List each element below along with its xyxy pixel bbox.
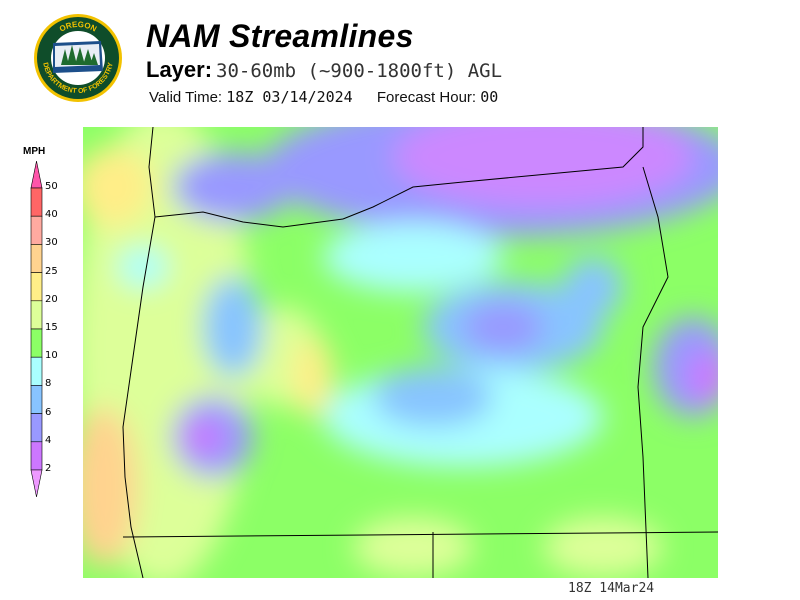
layer-label: Layer: [146,57,213,82]
svg-text:OREGON: OREGON [58,20,98,34]
layer-line: Layer: 30-60mb (~900-1800ft) AGL [146,57,502,83]
legend-swatch-below-2 [30,469,43,498]
valid-time-value: 18Z 03/14/2024 [226,88,353,106]
legend-swatch-above-50 [30,160,43,189]
legend-tick-label: 40 [45,209,58,221]
legend-swatch-4-6 [30,413,43,443]
legend-tick-label: 6 [45,406,52,418]
legend-swatch-8-10 [30,356,43,386]
wind-speed-legend: MPH 50 40 30 25 20 15 10 8 6 4 2 [0,140,80,500]
forecast-hour-value: 00 [480,88,499,106]
oregon-department-of-forestry-logo: OREGON DEPARTMENT OF FORESTRY [34,14,122,102]
legend-swatch-40-50 [30,187,43,217]
page-title: NAM Streamlines [146,18,414,54]
legend-tick-label: 25 [45,265,58,277]
footer-timestamp: 18Z 14Mar24 [568,581,655,596]
legend-tick-label: 2 [45,463,52,474]
forecast-hour-label: Forecast Hour: [376,89,477,106]
streamline-map [83,127,718,578]
legend-unit: MPH [23,146,46,157]
legend-tick-label: 4 [45,434,52,446]
legend-tick-label: 50 [45,181,58,192]
legend-color-bar [30,160,43,498]
valid-time-label: Valid Time: [149,89,223,106]
legend-tick-label: 30 [45,237,58,249]
state-borders [122,127,718,578]
legend-swatch-2-4 [30,441,43,471]
legend-tick-label: 10 [45,350,58,362]
legend-swatch-20-25 [30,272,43,302]
legend-swatch-15-20 [30,300,43,330]
legend-swatch-10-15 [30,328,43,358]
legend-tick-label: 15 [45,322,58,333]
valid-time-line: Valid Time: 18Z 03/14/2024 Forecast Hour… [149,88,498,106]
legend-swatch-6-8 [30,385,43,414]
legend-tick-label: 8 [45,378,52,390]
legend-tick-label: 20 [45,293,58,305]
legend-swatch-25-30 [30,244,43,273]
wind-speed-shading [83,127,718,578]
legend-swatch-30-40 [30,215,43,245]
layer-value: 30-60mb (~900-1800ft) AGL [216,60,503,82]
